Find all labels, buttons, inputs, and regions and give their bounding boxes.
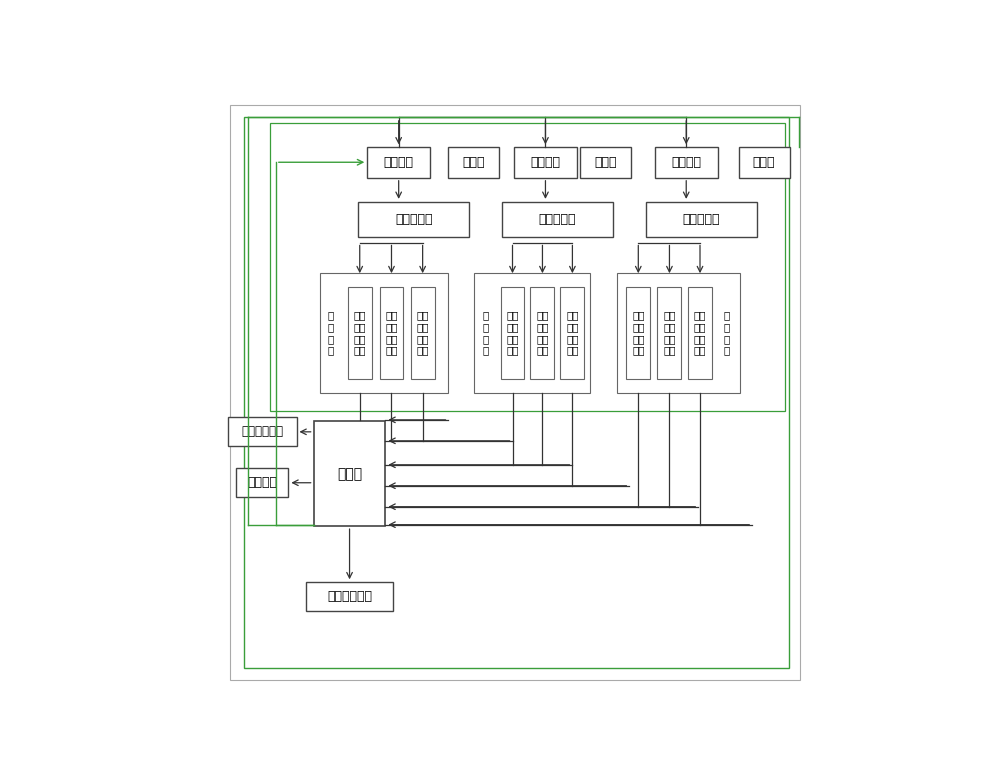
Text: 显示屏幕: 显示屏幕 <box>530 156 560 169</box>
Text: 语音报警模块: 语音报警模块 <box>241 426 283 438</box>
Bar <box>688 286 712 380</box>
Bar <box>646 202 757 237</box>
Text: 控制器: 控制器 <box>337 467 362 481</box>
Bar <box>411 286 435 380</box>
Bar <box>314 422 385 526</box>
Bar <box>501 286 524 380</box>
Text: 空载
负载
测试
电路: 空载 负载 测试 电路 <box>416 310 429 356</box>
Bar <box>560 286 584 380</box>
Bar <box>367 147 430 178</box>
Text: 测
试
电
路: 测 试 电 路 <box>328 310 334 356</box>
Bar <box>448 147 499 178</box>
Bar <box>626 286 650 380</box>
Bar <box>348 286 372 380</box>
Text: 短路
故障
测试
电路: 短路 故障 测试 电路 <box>353 310 366 356</box>
Text: 直流
电阻
测试
电路: 直流 电阻 测试 电路 <box>663 310 676 356</box>
Text: 短路
故障
测试
电路: 短路 故障 测试 电路 <box>632 310 645 356</box>
Text: 摄像头: 摄像头 <box>753 156 775 169</box>
Text: 测
试
电
路: 测 试 电 路 <box>482 310 489 356</box>
Text: 远程控制中心: 远程控制中心 <box>327 590 372 603</box>
Text: 空载
负载
测试
电路: 空载 负载 测试 电路 <box>694 310 706 356</box>
Bar <box>580 147 631 178</box>
Text: 直流
电阻
测试
电路: 直流 电阻 测试 电路 <box>536 310 549 356</box>
Bar <box>358 202 469 237</box>
Text: 摄像头: 摄像头 <box>594 156 617 169</box>
Bar <box>739 147 790 178</box>
Bar <box>306 582 393 611</box>
Text: 显示屏幕: 显示屏幕 <box>671 156 701 169</box>
Bar <box>617 273 740 393</box>
Text: 摄像头: 摄像头 <box>462 156 485 169</box>
Text: 直流
电阻
测试
电路: 直流 电阻 测试 电路 <box>385 310 398 356</box>
Text: 空载
负载
测试
电路: 空载 负载 测试 电路 <box>566 310 579 356</box>
Bar <box>530 286 554 380</box>
Bar <box>228 418 297 447</box>
Text: 短路
故障
测试
电路: 短路 故障 测试 电路 <box>506 310 519 356</box>
Text: 实训操作台: 实训操作台 <box>539 212 576 226</box>
Bar <box>474 273 590 393</box>
Bar <box>236 468 288 497</box>
Text: 测
试
电
路: 测 试 电 路 <box>723 310 729 356</box>
Bar <box>380 286 403 380</box>
Bar <box>502 202 613 237</box>
Bar <box>514 147 577 178</box>
Bar <box>657 286 681 380</box>
Bar <box>270 124 785 411</box>
Text: 电源模块: 电源模块 <box>247 476 277 489</box>
Bar <box>655 147 718 178</box>
Text: 实训操作台: 实训操作台 <box>682 212 720 226</box>
Bar <box>320 273 448 393</box>
Text: 显示屏幕: 显示屏幕 <box>384 156 414 169</box>
Text: 实训操作台: 实训操作台 <box>395 212 432 226</box>
